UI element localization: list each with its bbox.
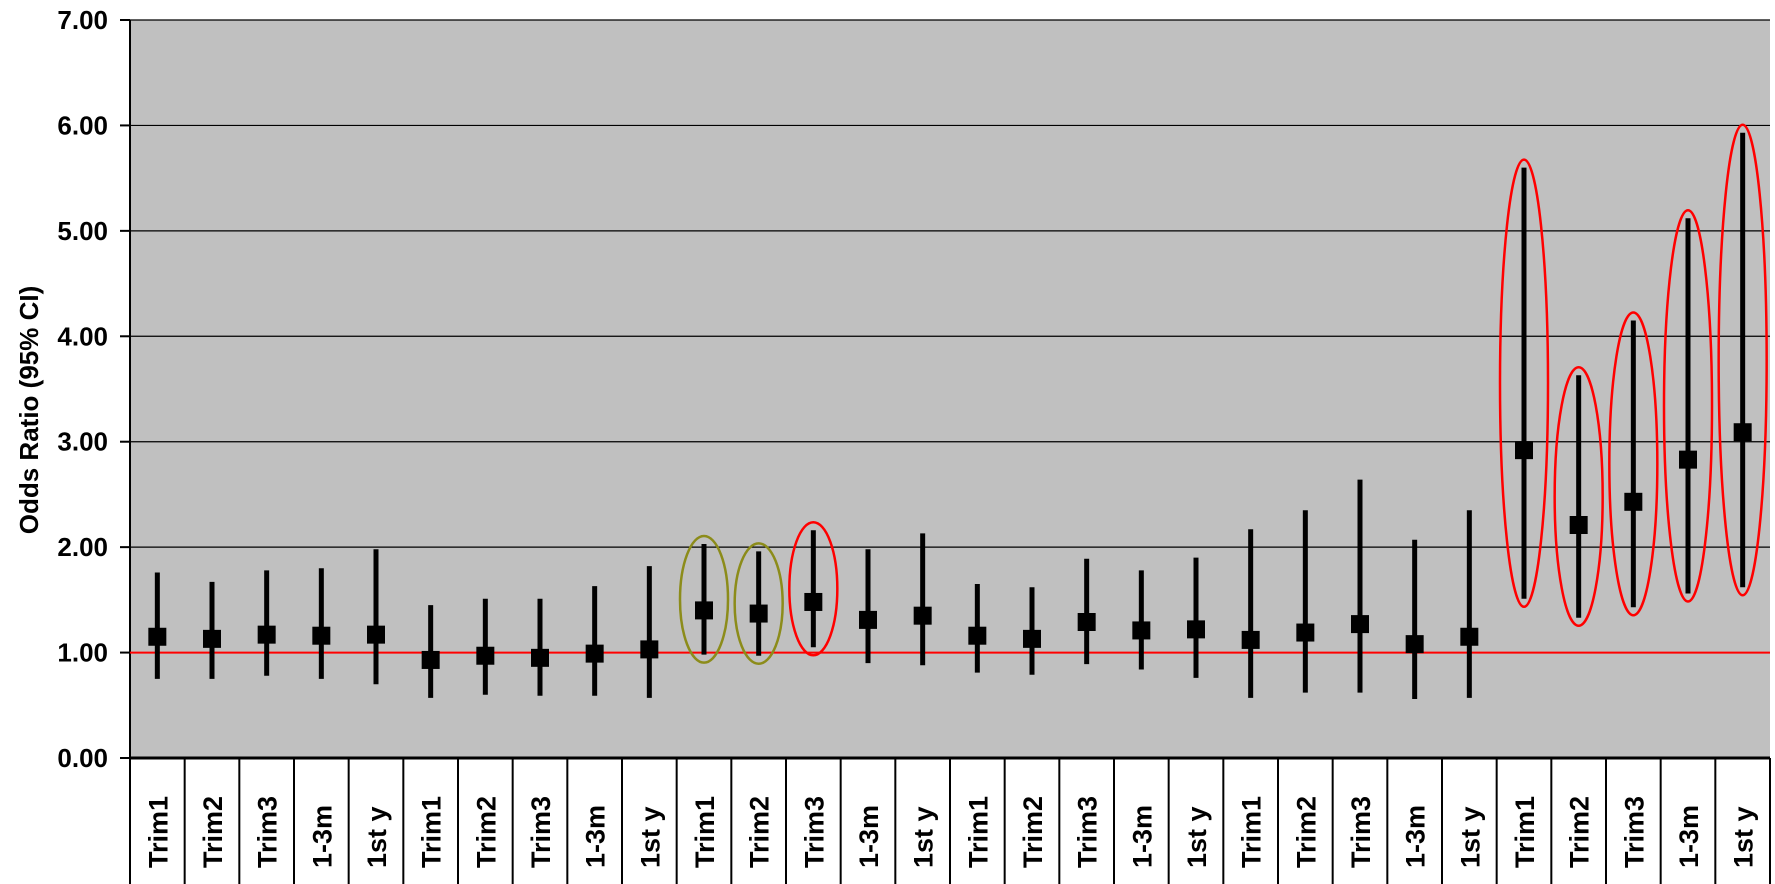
- y-tick-label: 2.00: [57, 532, 108, 562]
- estimate-marker: [1515, 441, 1533, 460]
- highlight-ellipse: [678, 534, 730, 664]
- estimate-marker: [1733, 423, 1752, 442]
- category-label: 1st y: [1182, 806, 1212, 868]
- category-label: Trim3: [799, 796, 829, 868]
- estimate-marker: [1132, 621, 1151, 640]
- highlight-ellipse: [1553, 366, 1604, 628]
- highlight-ellipse: [1498, 158, 1550, 609]
- y-tick-label: 5.00: [57, 216, 108, 246]
- y-tick-label: 3.00: [57, 427, 108, 457]
- estimate-marker: [1569, 516, 1588, 535]
- estimate-marker: [1296, 623, 1315, 642]
- y-axis-title: Odds Ratio (95% CI): [14, 286, 44, 534]
- category-label: Trim3: [1073, 796, 1103, 868]
- category-label: 1-3m: [581, 805, 611, 868]
- highlight-ellipse: [1608, 311, 1659, 617]
- estimate-marker: [203, 629, 221, 648]
- category-label: 1st y: [909, 806, 939, 868]
- estimate-marker: [695, 601, 713, 620]
- estimate-marker: [804, 592, 823, 611]
- category-label: 1-3m: [1127, 805, 1157, 868]
- category-label: 1st y: [1729, 806, 1759, 868]
- y-tick-label: 0.00: [57, 743, 108, 773]
- estimate-marker: [1241, 630, 1260, 649]
- estimate-marker: [257, 625, 276, 644]
- category-label: 1-3m: [1401, 805, 1431, 868]
- category-label: 1st y: [1455, 806, 1485, 868]
- category-label: Trim2: [471, 796, 501, 868]
- estimate-marker: [148, 627, 167, 646]
- category-label: Trim1: [690, 796, 720, 868]
- highlight-ellipse: [788, 521, 839, 657]
- estimate-marker: [312, 626, 331, 645]
- category-label: Trim2: [1565, 796, 1595, 868]
- highlight-ellipse: [1717, 123, 1768, 597]
- data-marks: [148, 132, 1752, 699]
- category-label: Trim3: [1619, 796, 1649, 868]
- estimate-marker: [421, 650, 440, 669]
- category-label: Trim3: [526, 796, 556, 868]
- estimate-marker: [367, 625, 385, 644]
- category-label: 1-3m: [854, 805, 884, 868]
- category-label: Trim2: [1018, 796, 1048, 868]
- highlight-ellipse: [1662, 208, 1714, 603]
- category-label: Trim1: [143, 796, 173, 868]
- estimate-marker: [1187, 620, 1205, 639]
- y-tick-label: 1.00: [57, 638, 108, 668]
- estimate-marker: [913, 606, 932, 625]
- category-label: Trim2: [198, 796, 228, 868]
- estimate-marker: [1679, 450, 1697, 469]
- estimate-marker: [1460, 627, 1479, 646]
- category-label: Trim1: [1237, 796, 1267, 868]
- estimate-marker: [1077, 612, 1096, 631]
- category-label: Trim1: [1510, 796, 1540, 868]
- category-label: 1st y: [362, 806, 392, 868]
- y-axis-ticks: 0.00 1.00 2.00 3.00 4.00 5.00 6.00 7.00: [57, 5, 130, 773]
- highlight-ellipse: [733, 542, 784, 665]
- category-label: 1-3m: [307, 805, 337, 868]
- category-label: Trim1: [417, 796, 447, 868]
- estimate-marker: [859, 610, 877, 629]
- estimate-marker: [1351, 615, 1369, 634]
- y-tick-label: 6.00: [57, 110, 108, 140]
- estimate-marker: [585, 644, 604, 663]
- category-label: 1-3m: [1674, 805, 1704, 868]
- category-label: Trim3: [1346, 796, 1376, 868]
- category-label: Trim3: [253, 796, 283, 868]
- y-tick-label: 7.00: [57, 5, 108, 35]
- highlight-ellipses: [678, 123, 1768, 665]
- category-table: Trim1 Trim2 Trim3 1-3m 1st y Trim1 Trim2 Trim3 1…: [129, 756, 1771, 884]
- estimate-marker: [1405, 635, 1424, 654]
- estimate-marker: [1023, 629, 1041, 648]
- estimate-marker: [1624, 492, 1643, 511]
- estimate-marker: [476, 646, 495, 665]
- category-label: 1st y: [635, 806, 665, 868]
- estimate-marker: [968, 626, 987, 645]
- estimate-marker: [531, 648, 549, 667]
- y-tick-label: 4.00: [57, 321, 108, 351]
- plot-area: [130, 20, 1770, 758]
- category-label: Trim1: [963, 796, 993, 868]
- category-label: Trim2: [745, 796, 775, 868]
- estimate-marker: [640, 640, 659, 659]
- estimate-marker: [749, 604, 768, 623]
- category-label: Trim2: [1291, 796, 1321, 868]
